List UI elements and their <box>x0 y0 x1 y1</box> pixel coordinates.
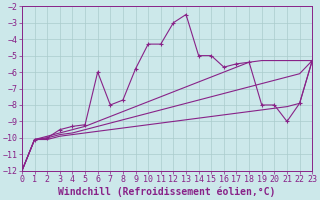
X-axis label: Windchill (Refroidissement éolien,°C): Windchill (Refroidissement éolien,°C) <box>58 187 276 197</box>
